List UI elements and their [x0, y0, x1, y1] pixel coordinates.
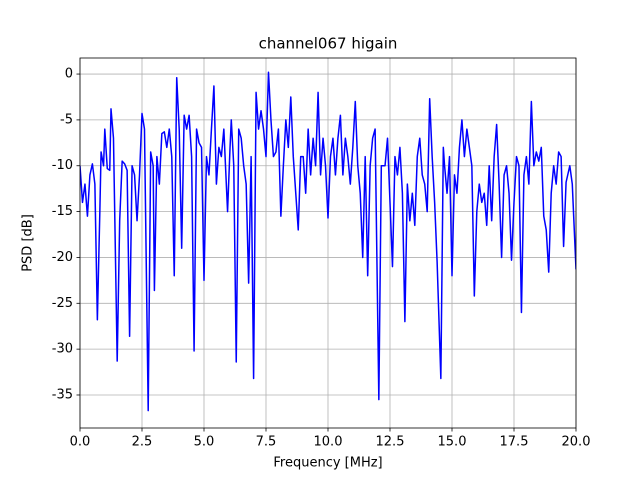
data-line	[80, 71, 576, 412]
y-axis-label: PSD [dB]	[21, 214, 36, 272]
x-axis-label: Frequency [MHz]	[273, 456, 382, 471]
x-tick-label: 15.0	[438, 435, 467, 450]
y-tick-label: 0	[65, 67, 73, 82]
x-tick-label: 12.5	[376, 435, 405, 450]
y-tick-label: -30	[52, 342, 73, 357]
chart-title: channel067 higain	[259, 35, 398, 53]
x-tick-label: 5.0	[194, 435, 215, 450]
y-tick-label: -25	[52, 296, 73, 311]
plot-frame	[79, 57, 577, 429]
y-tick-label: -35	[52, 387, 73, 402]
x-tick-label: 7.5	[256, 435, 277, 450]
x-tick-label: 0.0	[70, 435, 91, 450]
y-tick-label: -20	[52, 250, 73, 265]
x-tick-label: 2.5	[132, 435, 153, 450]
x-tick-label: 17.5	[500, 435, 529, 450]
y-tick-label: -15	[52, 204, 73, 219]
x-tick-label: 20.0	[562, 435, 591, 450]
y-tick-label: -10	[52, 158, 73, 173]
x-tick-label: 10.0	[314, 435, 343, 450]
y-tick-label: -5	[60, 112, 73, 127]
